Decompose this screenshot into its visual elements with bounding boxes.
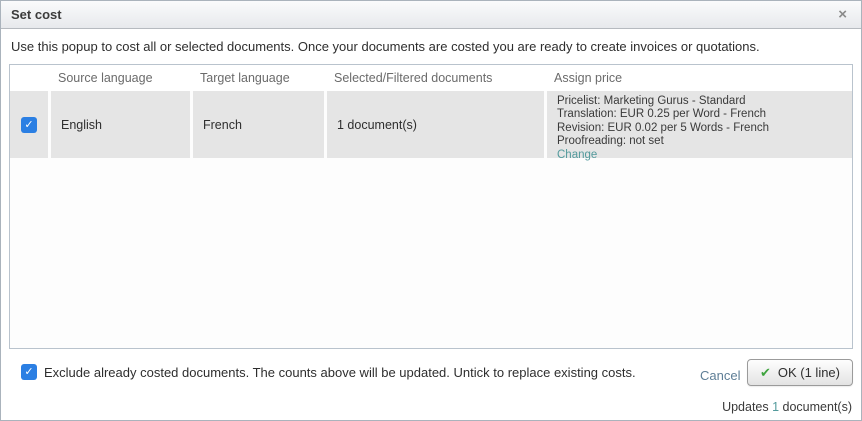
row-checkbox-cell: ✓ (10, 91, 48, 158)
row-assign-price: Pricelist: Marketing Gurus - Standard Tr… (544, 91, 852, 161)
updates-count: 1 (772, 400, 780, 414)
exclude-costed-option: ✓ Exclude already costed documents. The … (21, 364, 636, 380)
table-header-row: Source language Target language Selected… (10, 65, 852, 91)
ok-button-label: OK (1 line) (777, 365, 840, 380)
header-target-language: Target language (200, 71, 290, 85)
row-checkbox[interactable]: ✓ (21, 116, 37, 133)
ok-check-icon: ✔ (759, 364, 771, 380)
dialog-description: Use this popup to cost all or selected d… (11, 39, 760, 54)
cost-table: Source language Target language Selected… (9, 64, 853, 349)
cancel-button[interactable]: Cancel (700, 368, 741, 383)
exclude-costed-label: Exclude already costed documents. The co… (44, 364, 636, 380)
exclude-costed-checkbox[interactable]: ✓ (21, 364, 37, 380)
ok-button[interactable]: ✔ OK (1 line) (746, 359, 853, 386)
updates-prefix: Updates (722, 400, 773, 414)
header-selected-documents: Selected/Filtered documents (334, 71, 493, 85)
price-line-pricelist: Pricelist: Marketing Gurus - Standard (557, 95, 746, 107)
close-icon[interactable]: × (838, 6, 847, 23)
price-line-proofreading: Proofreading: not set (557, 135, 664, 148)
row-target-language: French (190, 91, 324, 158)
updates-summary: Updates 1 document(s) (722, 400, 852, 414)
header-source-language: Source language (58, 71, 153, 85)
header-assign-price: Assign price (554, 71, 623, 85)
row-source-language: English (48, 91, 190, 158)
table-row: ✓ English French 1 document(s) Pricelist… (10, 91, 852, 161)
row-document-count: 1 document(s) (324, 91, 544, 158)
price-line-translation: Translation: EUR 0.25 per Word - French (557, 108, 766, 121)
dialog-title: Set cost (11, 7, 62, 22)
change-link[interactable]: Change (557, 148, 598, 161)
updates-suffix: document(s) (779, 400, 852, 414)
price-line-revision: Revision: EUR 0.02 per 5 Words - French (557, 121, 769, 134)
dialog-titlebar: Set cost × (1, 1, 861, 29)
